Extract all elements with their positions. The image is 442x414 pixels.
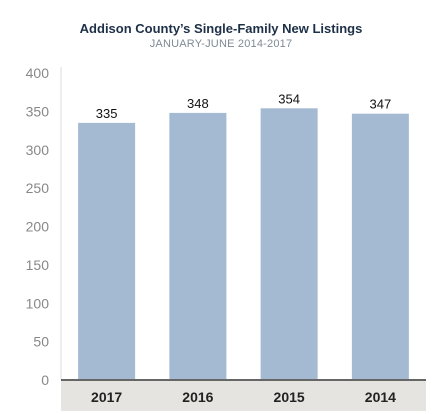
bar-2016: [169, 112, 227, 380]
y-tick-label: 0: [41, 372, 49, 388]
y-tick-label: 400: [26, 65, 50, 81]
y-tick-label: 200: [26, 219, 50, 235]
data-labels: 335 348 354 347: [96, 91, 391, 121]
x-tick-label-2017: 2017: [91, 389, 122, 405]
bars: [78, 108, 409, 381]
y-tick-label: 100: [26, 295, 50, 311]
x-tick-label-2016: 2016: [182, 389, 213, 405]
bar-2014: [351, 113, 409, 381]
data-label-2017: 335: [96, 106, 118, 121]
y-tick-label: 250: [26, 180, 50, 196]
x-tick-label-2014: 2014: [365, 389, 396, 405]
y-axis-ticks: 0 50 100 150 200 250 300 350 400: [26, 65, 50, 388]
y-tick-label: 350: [26, 103, 50, 119]
bar-2015: [260, 108, 318, 381]
bar-2017: [78, 122, 136, 380]
y-tick-label: 300: [26, 142, 50, 158]
y-tick-label: 150: [26, 257, 50, 273]
y-tick-label: 50: [33, 334, 49, 350]
data-label-2015: 354: [278, 91, 300, 106]
data-label-2016: 348: [187, 96, 209, 111]
x-tick-label-2015: 2015: [274, 389, 305, 405]
chart-subtitle: JANUARY-JUNE 2014-2017: [149, 38, 293, 50]
category-band: [61, 380, 426, 411]
chart-title: Addison County’s Single-Family New Listi…: [79, 21, 363, 36]
x-axis-categories: 2017 2016 2015 2014: [91, 389, 396, 405]
data-label-2014: 347: [370, 97, 392, 112]
